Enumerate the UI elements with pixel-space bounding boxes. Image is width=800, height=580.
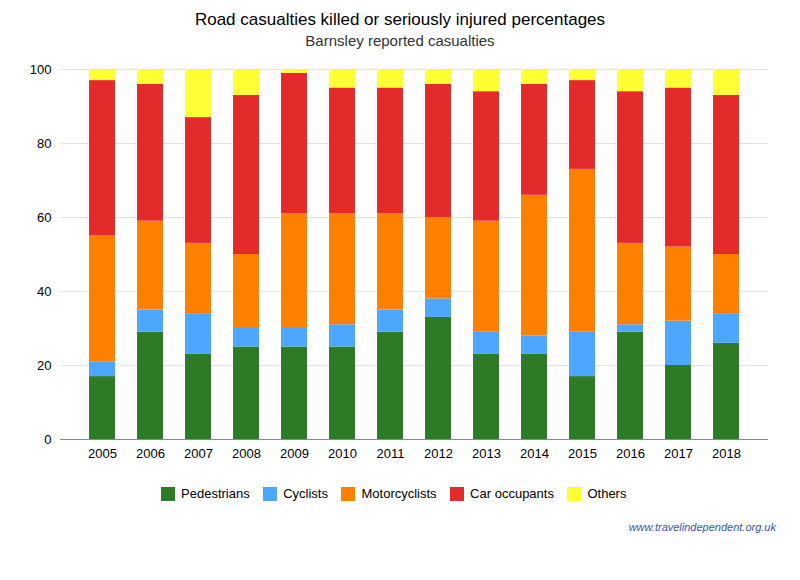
svg-text:2017: 2017	[664, 446, 693, 461]
html-text:Cyclists: Cyclists	[283, 486, 328, 501]
svg-text:100: 100	[30, 62, 52, 77]
svg-text:60: 60	[37, 210, 51, 225]
svg-text:2007: 2007	[184, 446, 213, 461]
html-text:Car occupants: Car occupants	[470, 486, 554, 501]
svg-text:2009: 2009	[280, 446, 309, 461]
svg-text:2006: 2006	[136, 446, 165, 461]
svg-text:2014: 2014	[520, 446, 549, 461]
svg-text:2016: 2016	[616, 446, 645, 461]
html-text:Road casualties killed or seri: Road casualties killed or seriously inju…	[194, 10, 605, 29]
svg-text:0: 0	[44, 432, 51, 447]
html-text:Others: Others	[587, 486, 627, 501]
svg-text:2005: 2005	[88, 446, 117, 461]
svg-text:40: 40	[37, 284, 51, 299]
svg-text:20: 20	[37, 358, 51, 373]
svg-text:2010: 2010	[328, 446, 357, 461]
svg-text:2012: 2012	[424, 446, 453, 461]
svg-text:2013: 2013	[472, 446, 501, 461]
html-text:www.travelindependent.org.uk: www.travelindependent.org.uk	[628, 520, 776, 533]
html-text:Motorcyclists: Motorcyclists	[361, 486, 437, 501]
svg-text:2018: 2018	[712, 446, 741, 461]
svg-text:80: 80	[37, 136, 51, 151]
svg-text:2011: 2011	[377, 446, 405, 461]
svg-text:2008: 2008	[232, 446, 261, 461]
html-text:Pedestrians: Pedestrians	[181, 486, 250, 501]
svg-text:2015: 2015	[568, 446, 597, 461]
html-text:Barnsley reported casualties: Barnsley reported casualties	[305, 32, 495, 49]
